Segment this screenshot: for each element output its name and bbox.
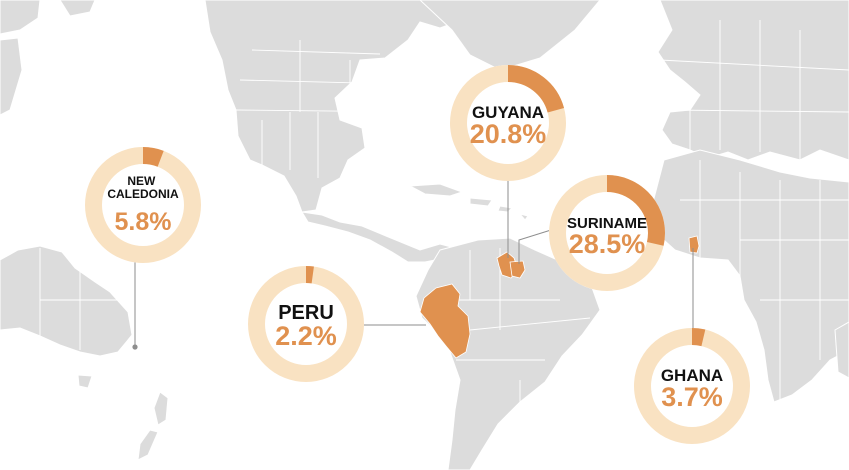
landmass-africa <box>651 149 849 403</box>
ghana-shape <box>688 235 700 254</box>
callout-ghana: GHANA 3.7% <box>634 328 750 444</box>
landmass-tasmania <box>77 374 93 389</box>
ring-fill <box>248 266 364 382</box>
percent-value: 5.8% <box>115 208 172 236</box>
landmass-greenland <box>419 0 601 71</box>
country-name: GHANA <box>661 366 723 385</box>
country-name: SURINAME <box>567 215 647 232</box>
percent-value: 28.5% <box>569 229 646 259</box>
peru-shape <box>419 283 471 359</box>
ring-fill <box>450 65 566 181</box>
country-name: GUYANA <box>472 103 544 122</box>
country-name: PERU <box>278 302 334 324</box>
percent-value: 20.8% <box>470 119 547 149</box>
highlight-layer <box>419 235 700 359</box>
landmass-northwest-islands <box>0 0 96 116</box>
landmass-australia <box>0 245 133 357</box>
new-caledonia-marker <box>132 344 138 350</box>
percent-value: 3.7% <box>661 382 723 412</box>
callout-peru: PERU 2.2% <box>248 266 364 382</box>
landmass-north-america <box>204 0 471 213</box>
percent-value: 2.2% <box>275 321 337 351</box>
borders-layer <box>39 20 849 470</box>
callout-suriname: SURINAME 28.5% <box>549 175 665 291</box>
landmass-caribbean <box>408 183 529 221</box>
callout-new-caledonia: NEW CALEDONIA 5.8% <box>85 147 201 263</box>
landmass-madagascar <box>834 321 849 379</box>
leader-lines <box>132 180 694 350</box>
ring-fill <box>549 175 665 291</box>
landmass-europe <box>657 0 849 161</box>
ring-fill <box>634 328 750 444</box>
suriname-shape <box>509 260 526 279</box>
landmass-new-zealand <box>137 391 169 461</box>
country-name: NEW CALEDONIA <box>107 174 179 201</box>
ring-fill <box>85 147 201 263</box>
leader-suriname <box>518 229 552 264</box>
callout-guyana: GUYANA 20.8% <box>450 65 566 181</box>
